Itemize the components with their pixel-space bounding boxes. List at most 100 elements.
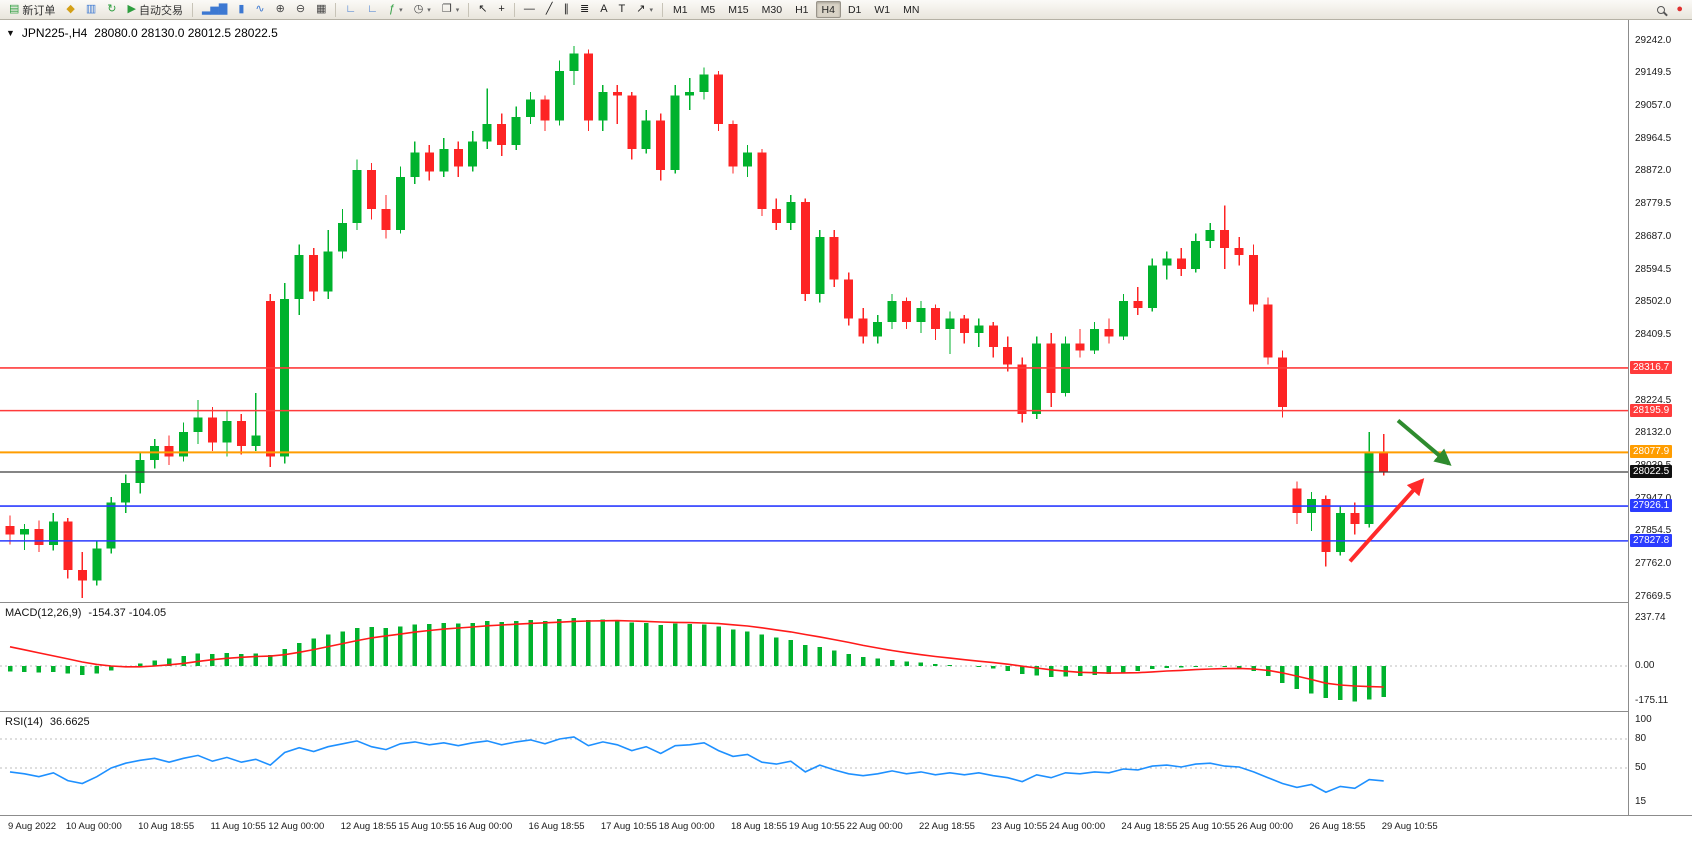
timeframe-m30[interactable]: M30 [756, 1, 788, 18]
toolbar-button-tile-windows[interactable]: ▦ [311, 1, 331, 18]
toolbar-button-crosshair[interactable]: + [493, 1, 509, 18]
market-watch-icon: ▥ [85, 3, 97, 15]
toolbar-button-periods[interactable]: ◷ ▾ [409, 1, 436, 18]
toolbar-button-data-window[interactable]: ∟ [340, 1, 361, 18]
community-icon: ● [1676, 3, 1683, 15]
toolbar-button-new-order[interactable]: ▤ 新订单 [4, 1, 60, 18]
rsi-label: RSI(14) 36.6625 [5, 716, 90, 728]
navigator-icon: ∟ [367, 3, 379, 15]
toolbar-button-text[interactable]: A [595, 1, 612, 18]
toolbar-button-zoom-out[interactable]: ⊖ [291, 1, 310, 18]
timeframe-m1[interactable]: M1 [667, 1, 694, 18]
toolbar-button-zoom-in[interactable]: ⊕ [271, 1, 290, 18]
toolbar-button-navigator[interactable]: ∟ [362, 1, 383, 18]
panel-separator[interactable] [0, 602, 1692, 603]
timeframe-m5[interactable]: M5 [695, 1, 722, 18]
price-tick-label: 28964.5 [1635, 132, 1672, 144]
toolbar-button-refresh[interactable]: ↻ [102, 1, 121, 18]
toolbar-button-community[interactable]: ● [1671, 1, 1688, 18]
cursor-icon: ↖ [478, 3, 488, 15]
price-tick-label: 27947.0 [1635, 493, 1671, 504]
toolbar-button-equidistant-channel[interactable]: ∥ [558, 1, 574, 18]
macd-axis-label: -175.11 [1635, 695, 1669, 707]
price-tick-label: 28872.0 [1635, 165, 1672, 177]
time-axis-label: 18 Aug 18:55 [731, 821, 787, 832]
toolbar-button-arrows[interactable]: ↗ ▾ [631, 1, 658, 18]
price-tick-label: 28409.5 [1635, 329, 1672, 341]
time-axis-label: 25 Aug 10:55 [1179, 821, 1236, 832]
price-line-badge-27827.8: 27827.8 [1630, 533, 1673, 547]
toolbar-button-templates[interactable]: ❐ ▾ [437, 1, 464, 18]
price-tick-label: 28687.0 [1635, 230, 1672, 242]
timeframe-h1[interactable]: H1 [789, 1, 814, 18]
time-axis-label: 23 Aug 10:55 [991, 821, 1048, 832]
toolbar-button-bar-chart[interactable]: ▂▅▇ [197, 1, 232, 18]
equidistant-channel-icon: ∥ [563, 3, 569, 15]
main-price-chart[interactable] [0, 20, 1628, 602]
time-axis-label: 29 Aug 10:55 [1381, 821, 1438, 832]
data-window-icon: ∟ [345, 3, 357, 15]
toolbar-button-autotrading[interactable]: ▶ 自动交易 [123, 1, 188, 18]
toolbar-button-search[interactable] [1652, 1, 1670, 18]
sell-arrow-annotation[interactable] [1396, 418, 1452, 466]
timeframe-w1[interactable]: W1 [868, 1, 896, 18]
panel-separator[interactable] [0, 711, 1692, 712]
toolbar-separator [335, 2, 337, 17]
autotrading-icon: ▶ [127, 3, 136, 15]
toolbar-button-fibonacci[interactable]: ≣ [575, 1, 594, 18]
time-axis[interactable]: 9 Aug 2022 10 Aug 00:00 10 Aug 18:55 11 Aug… [0, 816, 1692, 841]
toolbar-button-horizontal-line[interactable]: ― [519, 1, 540, 18]
time-axis-label: 24 Aug 00:00 [1049, 821, 1106, 832]
time-axis-label: 26 Aug 18:55 [1309, 821, 1366, 832]
time-axis-label: 24 Aug 18:55 [1121, 821, 1178, 832]
price-line-badge-28022.5: 28022.5 [1630, 464, 1673, 478]
toolbar-button-trendline[interactable]: ╱ [541, 1, 558, 18]
toolbar-button-line-chart[interactable]: ∿ [250, 1, 269, 18]
time-axis-label: 10 Aug 18:55 [138, 821, 195, 832]
buy-arrow-annotation[interactable] [1348, 478, 1425, 563]
price-line-badge-28195.9: 28195.9 [1630, 403, 1673, 417]
timeframe-d1[interactable]: D1 [842, 1, 867, 18]
toolbar-button-market-watch[interactable]: ▥ [81, 1, 101, 18]
line-chart-icon: ∿ [255, 3, 265, 15]
timeframe-mn[interactable]: MN [897, 1, 925, 18]
price-tick-label: 29057.0 [1635, 99, 1672, 111]
candles-layer [5, 46, 1389, 599]
macd-axis-label: 237.74 [1635, 612, 1666, 623]
toolbar-button-cursor[interactable]: ↖ [473, 1, 492, 18]
chevron-down-icon: ▾ [455, 6, 460, 14]
time-axis-label: 17 Aug 10:55 [600, 821, 657, 832]
rsi-axis-label: 50 [1635, 762, 1647, 773]
chart-window[interactable]: ▼ JPN225-,H4 28080.0 28130.0 28012.5 280… [0, 20, 1692, 841]
timeframe-m15[interactable]: M15 [722, 1, 754, 18]
timeframe-label: M1 [673, 3, 688, 16]
text-label-icon: T [618, 3, 626, 15]
time-axis-label: 9 Aug 2022 [8, 821, 57, 832]
price-line-badge-28077.9: 28077.9 [1630, 445, 1673, 459]
price-axis[interactable]: 29242.0 29149.5 29057.0 28964.5 28872.0 28779… [1628, 20, 1692, 815]
panel-separator [0, 815, 1692, 816]
time-axis-label: 12 Aug 18:55 [340, 821, 397, 832]
timeframe-h4[interactable]: H4 [815, 1, 841, 18]
rsi-axis-label: 15 [1635, 795, 1647, 807]
one-click-trading-toggle[interactable]: ▼ [6, 28, 15, 38]
macd-indicator-name: MACD(12,26,9) [5, 607, 82, 619]
toolbar-button-indicators[interactable]: ƒ ▾ [384, 1, 408, 18]
toolbar-separator [468, 2, 470, 17]
price-tick-label: 27669.5 [1635, 590, 1672, 602]
rsi-indicator-panel[interactable] [0, 712, 1628, 815]
chevron-down-icon: ▾ [649, 6, 654, 14]
toolbar-separator [662, 2, 664, 17]
price-line-badge-27926.1: 27926.1 [1630, 499, 1673, 513]
toolbar-button-candlestick-chart[interactable]: ▮ [233, 1, 249, 18]
zoom-in-icon: ⊕ [275, 3, 285, 15]
toolbar-button-alerts[interactable]: ◆ [61, 1, 79, 18]
time-axis-label: 19 Aug 10:55 [788, 821, 845, 832]
timeframe-label: D1 [847, 3, 862, 16]
macd-indicator-panel[interactable] [0, 603, 1628, 711]
autotrading-label: 自动交易 [138, 4, 183, 17]
time-axis-label: 26 Aug 00:00 [1237, 821, 1294, 832]
time-axis-label: 10 Aug 00:00 [65, 821, 122, 832]
toolbar-button-text-label[interactable]: T [614, 1, 631, 18]
time-axis-label: 18 Aug 00:00 [658, 821, 715, 832]
